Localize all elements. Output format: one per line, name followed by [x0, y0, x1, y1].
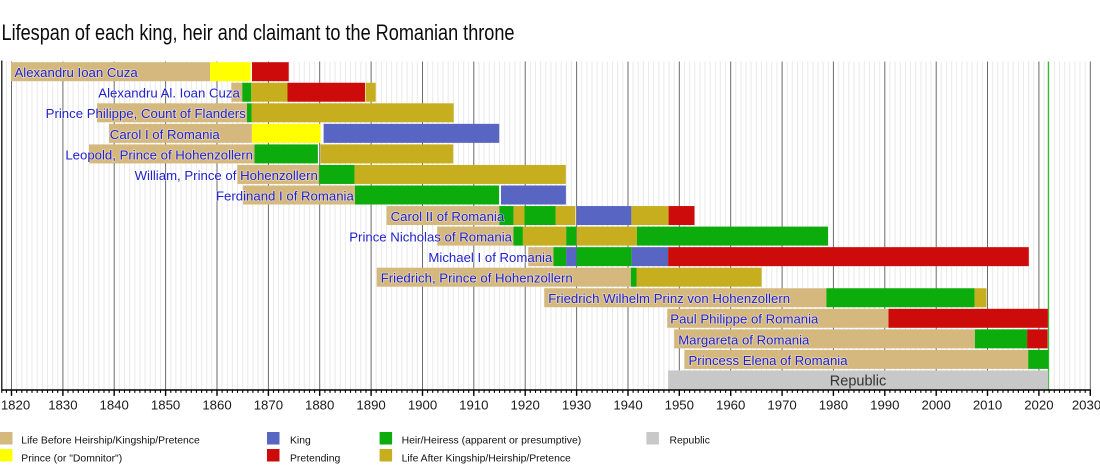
svg-text:Heir/Heiress (apparent or pres: Heir/Heiress (apparent or presumptive): [402, 436, 582, 447]
svg-text:Life After Kingship/Heirship/P: Life After Kingship/Heirship/Pretence: [402, 453, 571, 464]
svg-text:William, Prince of Hohenzoller: William, Prince of Hohenzollern: [135, 168, 318, 183]
svg-text:2030: 2030: [1072, 398, 1100, 413]
svg-text:2020: 2020: [1024, 398, 1053, 413]
svg-text:Lifespan of each king, heir an: Lifespan of each king, heir and claimant…: [2, 20, 515, 45]
svg-text:1980: 1980: [819, 398, 848, 413]
svg-text:1960: 1960: [716, 398, 745, 413]
svg-text:1850: 1850: [151, 398, 180, 413]
svg-text:1910: 1910: [459, 398, 488, 413]
svg-text:Friedrich, Prince of Hohenzoll: Friedrich, Prince of Hohenzollern: [381, 271, 573, 286]
svg-text:Prince Philippe, Count of Flan: Prince Philippe, Count of Flanders: [46, 106, 247, 121]
svg-text:Republic: Republic: [670, 436, 710, 447]
svg-text:1830: 1830: [48, 398, 77, 413]
svg-text:1840: 1840: [100, 398, 129, 413]
svg-text:Margareta of Romania: Margareta of Romania: [678, 332, 810, 347]
svg-text:2010: 2010: [973, 398, 1002, 413]
svg-text:Princess Elena of Romania: Princess Elena of Romania: [689, 353, 849, 368]
svg-text:1990: 1990: [870, 398, 899, 413]
svg-text:1820: 1820: [1, 398, 30, 413]
svg-text:Life Before Heirship/Kingship/: Life Before Heirship/Kingship/Pretence: [21, 436, 200, 447]
svg-text:Alexandru Al. Ioan Cuza: Alexandru Al. Ioan Cuza: [98, 86, 240, 101]
svg-text:1950: 1950: [665, 398, 694, 413]
svg-text:1890: 1890: [356, 398, 385, 413]
svg-text:Michael I of Romania: Michael I of Romania: [428, 250, 553, 265]
svg-text:Alexandru Ioan Cuza: Alexandru Ioan Cuza: [15, 65, 139, 80]
svg-text:Carol II of Romania: Carol II of Romania: [391, 209, 505, 224]
svg-text:1870: 1870: [254, 398, 283, 413]
svg-text:Friedrich Wilhelm Prinz von Ho: Friedrich Wilhelm Prinz von Hohenzollern: [548, 291, 790, 306]
svg-text:1930: 1930: [562, 398, 591, 413]
svg-text:1900: 1900: [408, 398, 437, 413]
svg-text:Prince Nicholas of Romania: Prince Nicholas of Romania: [349, 230, 512, 245]
svg-text:Prince (or "Domnitor"): Prince (or "Domnitor"): [21, 453, 122, 464]
svg-text:Pretending: Pretending: [290, 453, 340, 464]
svg-text:1880: 1880: [305, 398, 334, 413]
svg-text:1940: 1940: [613, 398, 642, 413]
svg-text:1970: 1970: [767, 398, 796, 413]
svg-text:Paul Philippe of Romania: Paul Philippe of Romania: [670, 312, 819, 327]
svg-text:Republic: Republic: [830, 373, 886, 389]
svg-text:1920: 1920: [511, 398, 540, 413]
svg-text:Ferdinand I of Romania: Ferdinand I of Romania: [216, 188, 354, 203]
svg-text:Leopold, Prince of Hohenzoller: Leopold, Prince of Hohenzollern: [65, 147, 253, 162]
svg-text:2000: 2000: [922, 398, 951, 413]
svg-text:King: King: [290, 436, 311, 447]
svg-text:1860: 1860: [202, 398, 231, 413]
svg-text:Carol I of Romania: Carol I of Romania: [110, 127, 221, 142]
